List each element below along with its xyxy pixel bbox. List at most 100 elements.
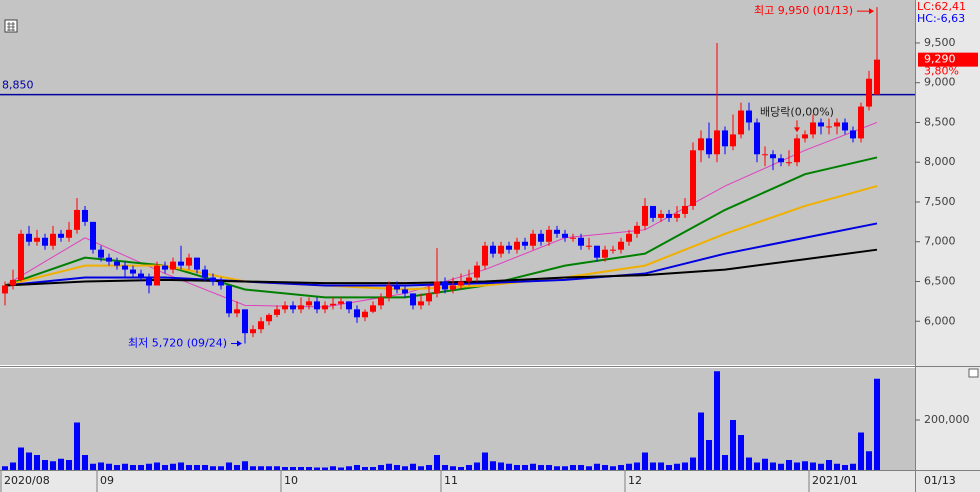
volume-bar — [722, 455, 728, 470]
candle-body — [410, 293, 416, 306]
x-tick-label: 11 — [444, 474, 458, 487]
candle-body — [82, 209, 88, 222]
candle-body — [858, 106, 864, 139]
volume-bar — [498, 462, 504, 470]
volume-bar — [522, 465, 528, 470]
candle-body — [194, 257, 200, 270]
volume-bar — [794, 462, 800, 470]
candle-body — [250, 329, 256, 334]
volume-bar — [698, 412, 704, 470]
volume-bar — [434, 455, 440, 470]
volume-bar — [346, 466, 352, 470]
candle-body — [138, 273, 144, 278]
candle-body — [90, 221, 96, 250]
candle-body — [370, 305, 376, 312]
volume-bar — [130, 465, 136, 470]
volume-bar — [330, 466, 336, 470]
volume-bar — [242, 461, 248, 470]
volume-bar — [754, 462, 760, 470]
volume-bar — [210, 466, 216, 470]
volume-bar — [338, 467, 344, 470]
candle-body — [170, 261, 176, 270]
volume-bar — [650, 462, 656, 470]
candle-body — [226, 285, 232, 314]
volume-bar — [810, 462, 816, 470]
candle-body — [530, 233, 536, 246]
high-arrow-head — [869, 8, 874, 15]
candle-body — [338, 301, 344, 304]
candle-body — [34, 237, 40, 242]
candle-body — [58, 233, 64, 238]
volume-bar — [690, 457, 696, 470]
candle-body — [18, 233, 24, 280]
candle-body — [322, 305, 328, 310]
y-tick-label: 6,500 — [924, 275, 956, 288]
candle-body — [330, 303, 336, 306]
x-tick-label: 10 — [284, 474, 298, 487]
volume-bar — [322, 467, 328, 470]
candle-body — [466, 277, 472, 282]
candle-body — [626, 233, 632, 242]
candle-body — [722, 130, 728, 147]
candle-body — [650, 205, 656, 218]
volume-bar — [786, 460, 792, 470]
volume-bar — [234, 465, 240, 470]
candle-body — [186, 257, 192, 266]
candle-body — [362, 311, 368, 318]
volume-bar — [666, 465, 672, 470]
volume-bar — [626, 463, 632, 470]
candle-body — [290, 305, 296, 310]
candle-body — [618, 241, 624, 250]
candle-body — [578, 237, 584, 246]
volume-bar — [802, 461, 808, 470]
last-date: 01/13 — [924, 474, 956, 487]
volume-panel — [0, 368, 915, 470]
candle-body — [474, 265, 480, 278]
right-axis-area — [915, 0, 980, 492]
volume-bar — [394, 465, 400, 470]
volume-bar — [26, 452, 32, 470]
volume-bar — [354, 465, 360, 470]
volume-bar — [746, 457, 752, 470]
volume-bar — [42, 460, 48, 470]
candle-body — [434, 281, 440, 294]
candle-body — [866, 78, 872, 107]
candle-body — [274, 309, 280, 315]
candle-body — [450, 285, 456, 290]
candle-body — [306, 301, 312, 306]
volume-bar — [50, 461, 56, 470]
menu-icon[interactable] — [4, 19, 18, 33]
volume-bar — [490, 461, 496, 470]
volume-bar — [274, 466, 280, 470]
change: 3,80% — [924, 65, 959, 78]
indicator: HC:-6,63 — [917, 12, 965, 25]
candle-body — [442, 281, 448, 290]
volume-bar — [250, 466, 256, 470]
volume-bar — [218, 466, 224, 470]
candle-body — [714, 130, 720, 155]
volume-bar — [674, 463, 680, 470]
candle-body — [498, 245, 504, 254]
candle-body — [506, 245, 512, 250]
candle-body — [602, 249, 608, 258]
candle-body — [418, 301, 424, 306]
volume-bar — [634, 462, 640, 470]
volume-bar — [282, 467, 288, 470]
volume-bar — [514, 465, 520, 470]
panel-button[interactable] — [968, 368, 979, 378]
volume-bar — [66, 460, 72, 470]
candle-body — [738, 110, 744, 135]
candle-body — [522, 241, 528, 246]
candle-body — [834, 122, 840, 127]
y-tick-label: 6,000 — [924, 314, 956, 327]
candle-body — [146, 277, 152, 286]
candle-body — [682, 205, 688, 214]
candle-body — [234, 309, 240, 314]
volume-bar — [474, 462, 480, 470]
low-note: 최저 5,720 (09/24) — [128, 337, 227, 350]
volume-bar — [58, 458, 64, 470]
volume-bar — [138, 465, 144, 470]
volume-bar — [74, 422, 80, 470]
volume-bar — [554, 466, 560, 470]
volume-bar — [426, 465, 432, 470]
